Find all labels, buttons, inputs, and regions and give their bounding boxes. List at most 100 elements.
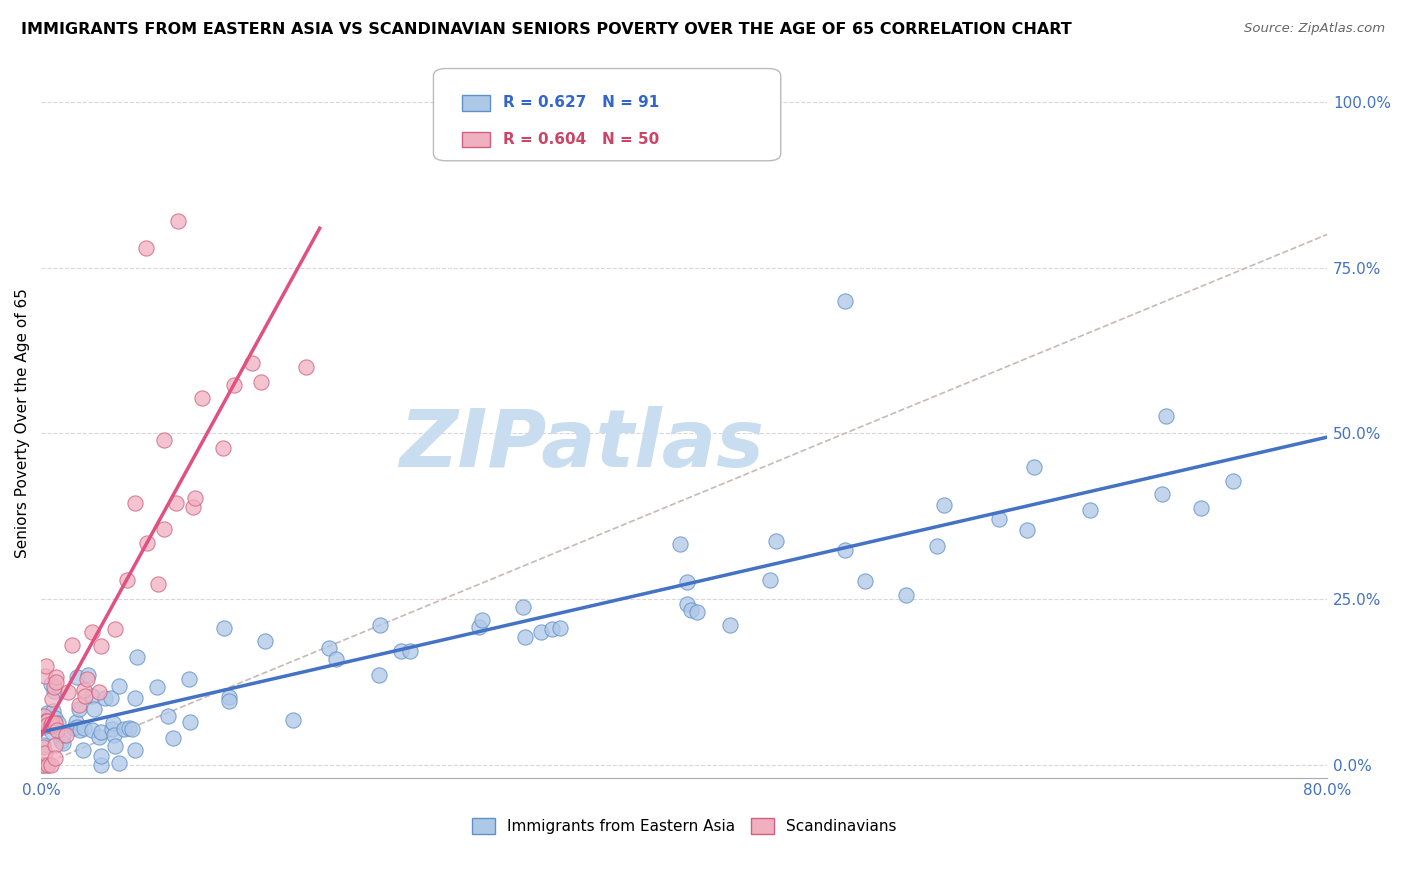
Scandinavians: [44, 715, 66, 730]
Immigrants from Eastern Asia: [765, 533, 787, 548]
Scandinavians: [45, 674, 67, 689]
Text: ZIPatlas: ZIPatlas: [399, 406, 763, 483]
Immigrants from Eastern Asia: [65, 714, 87, 729]
Scandinavians: [80, 624, 103, 639]
Immigrants from Eastern Asia: [368, 667, 391, 681]
Immigrants from Eastern Asia: [515, 630, 537, 644]
Legend: Immigrants from Eastern Asia, Scandinavians: Immigrants from Eastern Asia, Scandinavi…: [472, 819, 897, 834]
Immigrants from Eastern Asia: [934, 498, 956, 512]
Immigrants from Eastern Asia: [31, 718, 53, 732]
Scandinavians: [37, 718, 59, 732]
Immigrants from Eastern Asia: [90, 758, 112, 772]
Scandinavians: [240, 356, 263, 370]
Scandinavians: [166, 214, 188, 228]
Immigrants from Eastern Asia: [1015, 523, 1038, 537]
Immigrants from Eastern Asia: [69, 723, 91, 737]
Immigrants from Eastern Asia: [834, 293, 856, 308]
Immigrants from Eastern Asia: [218, 694, 240, 708]
Scandinavians: [32, 758, 55, 772]
Scandinavians: [104, 622, 127, 636]
Scandinavians: [56, 685, 79, 699]
Scandinavians: [41, 716, 63, 731]
Immigrants from Eastern Asia: [1154, 409, 1177, 424]
Immigrants from Eastern Asia: [925, 539, 948, 553]
Scandinavians: [35, 714, 58, 728]
Immigrants from Eastern Asia: [853, 574, 876, 588]
Immigrants from Eastern Asia: [90, 749, 112, 764]
Scandinavians: [75, 689, 97, 703]
Immigrants from Eastern Asia: [389, 644, 412, 658]
Immigrants from Eastern Asia: [72, 743, 94, 757]
Immigrants from Eastern Asia: [1189, 501, 1212, 516]
Immigrants from Eastern Asia: [31, 721, 53, 735]
Scandinavians: [135, 241, 157, 255]
Immigrants from Eastern Asia: [41, 677, 63, 691]
Scandinavians: [222, 378, 245, 392]
Immigrants from Eastern Asia: [398, 643, 420, 657]
Text: R = 0.627   N = 91: R = 0.627 N = 91: [503, 95, 659, 111]
Immigrants from Eastern Asia: [41, 724, 63, 739]
Scandinavians: [45, 671, 67, 685]
Scandinavians: [250, 375, 273, 389]
Scandinavians: [146, 576, 169, 591]
Immigrants from Eastern Asia: [669, 537, 692, 551]
Immigrants from Eastern Asia: [62, 721, 84, 735]
Immigrants from Eastern Asia: [83, 702, 105, 716]
Scandinavians: [152, 522, 174, 536]
FancyBboxPatch shape: [433, 69, 780, 161]
Scandinavians: [37, 758, 59, 772]
Scandinavians: [31, 739, 53, 754]
Scandinavians: [73, 682, 96, 697]
Immigrants from Eastern Asia: [87, 731, 110, 745]
Scandinavians: [41, 692, 63, 706]
Immigrants from Eastern Asia: [1222, 474, 1244, 488]
Immigrants from Eastern Asia: [541, 623, 564, 637]
Immigrants from Eastern Asia: [107, 756, 129, 770]
Scandinavians: [90, 639, 112, 653]
Scandinavians: [44, 738, 66, 752]
Y-axis label: Seniors Poverty Over the Age of 65: Seniors Poverty Over the Age of 65: [15, 288, 30, 558]
Immigrants from Eastern Asia: [103, 716, 125, 731]
Immigrants from Eastern Asia: [896, 588, 918, 602]
Scandinavians: [295, 359, 318, 374]
Scandinavians: [190, 392, 212, 406]
Immigrants from Eastern Asia: [988, 512, 1011, 526]
Scandinavians: [184, 491, 207, 505]
Immigrants from Eastern Asia: [368, 618, 391, 632]
Immigrants from Eastern Asia: [468, 620, 491, 634]
Immigrants from Eastern Asia: [121, 722, 143, 736]
Immigrants from Eastern Asia: [101, 722, 124, 736]
Immigrants from Eastern Asia: [1150, 487, 1173, 501]
Immigrants from Eastern Asia: [73, 721, 96, 735]
Immigrants from Eastern Asia: [80, 689, 103, 703]
Immigrants from Eastern Asia: [127, 649, 149, 664]
Scandinavians: [39, 717, 62, 731]
FancyBboxPatch shape: [461, 95, 491, 111]
Scandinavians: [135, 536, 157, 550]
Immigrants from Eastern Asia: [676, 574, 699, 589]
Immigrants from Eastern Asia: [118, 721, 141, 735]
Immigrants from Eastern Asia: [49, 733, 72, 747]
Text: Source: ZipAtlas.com: Source: ZipAtlas.com: [1244, 22, 1385, 36]
Scandinavians: [124, 496, 146, 510]
Immigrants from Eastern Asia: [254, 633, 277, 648]
Scandinavians: [69, 698, 91, 712]
Scandinavians: [181, 500, 204, 515]
Immigrants from Eastern Asia: [51, 736, 73, 750]
Immigrants from Eastern Asia: [281, 713, 304, 727]
Immigrants from Eastern Asia: [67, 701, 90, 715]
Scandinavians: [34, 669, 56, 683]
Immigrants from Eastern Asia: [32, 714, 55, 728]
Immigrants from Eastern Asia: [759, 574, 782, 588]
Immigrants from Eastern Asia: [41, 704, 63, 718]
FancyBboxPatch shape: [461, 132, 491, 147]
Immigrants from Eastern Asia: [65, 670, 87, 684]
Scandinavians: [32, 758, 55, 772]
Immigrants from Eastern Asia: [718, 618, 741, 632]
Immigrants from Eastern Asia: [104, 739, 127, 753]
Immigrants from Eastern Asia: [100, 690, 122, 705]
Immigrants from Eastern Asia: [103, 728, 125, 742]
Immigrants from Eastern Asia: [42, 684, 65, 698]
Scandinavians: [42, 680, 65, 694]
Immigrants from Eastern Asia: [37, 758, 59, 772]
